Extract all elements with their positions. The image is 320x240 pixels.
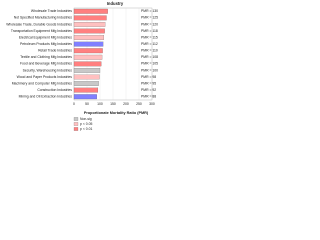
y-tick-label: Textile and Clothing Mfg Industries <box>20 55 72 59</box>
value-label: PMR = 120 <box>141 22 158 26</box>
x-tick-label: 0 <box>73 102 75 106</box>
x-axis-title: Proportionate Mortality Ratio (PMR) <box>84 111 149 115</box>
bar <box>73 81 99 86</box>
y-tick-label: Machinery and Computer Mfg Industries <box>12 81 73 85</box>
value-label: PMR = 125 <box>141 16 158 20</box>
x-tick-label: 50 <box>85 102 89 106</box>
value-label: PMR = 110 <box>141 49 158 53</box>
bar <box>73 8 108 14</box>
bar <box>73 68 101 73</box>
legend-swatch <box>73 122 79 126</box>
y-tick-label: Petroleum Products Mfg Industries <box>20 42 72 46</box>
value-label: PMR = 95 <box>141 81 156 85</box>
bar <box>73 15 107 21</box>
y-tick-label: Transportation Equipment Mfg Industries <box>11 29 72 33</box>
value-label: PMR = 112 <box>141 42 158 46</box>
y-tick-label: Construction Industries <box>37 88 72 92</box>
y-tick-label: Retail Trade Industries <box>38 49 72 53</box>
chart-title: Industry <box>107 1 124 6</box>
bar <box>73 48 103 54</box>
bar <box>73 41 104 47</box>
y-tick-label: Electrical Equipment Mfg Industries <box>19 35 72 39</box>
value-label: PMR = 105 <box>141 62 158 66</box>
y-tick-label: Not Specified Manufacturing Industries <box>14 16 73 20</box>
y-tick-label: Security, Warehousing Industries <box>23 68 73 72</box>
bar <box>73 28 105 34</box>
value-label: PMR = 98 <box>141 75 156 79</box>
y-tick-label: Food and Beverage Mfg Industries <box>20 62 72 66</box>
value-label: PMR = 92 <box>141 88 156 92</box>
y-tick-label: Wholesale Trade Industries <box>31 9 72 13</box>
value-label: PMR = 108 <box>141 55 158 59</box>
x-tick-label: 150 <box>110 102 116 106</box>
bar <box>73 54 103 60</box>
x-tick-label: 250 <box>136 102 142 106</box>
bar <box>73 61 102 67</box>
bar <box>73 74 100 80</box>
y-tick-label: Mining and Oil Extraction Industries <box>19 95 73 99</box>
x-tick-label: 200 <box>123 102 129 106</box>
value-label: PMR = 100 <box>141 68 158 72</box>
legend-label: Non-sig <box>80 117 92 121</box>
legend-label: p < 0.05 <box>80 122 92 126</box>
value-label: PMR = 130 <box>141 9 158 13</box>
legend-swatch <box>73 117 79 121</box>
x-tick-label: 100 <box>97 102 103 106</box>
value-label: PMR = 118 <box>141 29 158 33</box>
bar <box>73 22 106 27</box>
x-tick-label: 300 <box>149 102 155 106</box>
value-label: PMR = 88 <box>141 95 156 99</box>
y-tick-label: Wood and Paper Products Industries <box>17 75 73 79</box>
legend-swatch <box>73 127 79 131</box>
bar <box>73 94 97 100</box>
chart: Industry Proportionate Mortality Ratio (… <box>6 1 158 131</box>
y-tick-label: Wholesale Trade, Durable Goods Industrie… <box>6 22 72 26</box>
bar <box>73 87 99 93</box>
bar <box>73 35 104 40</box>
value-label: PMR = 115 <box>141 35 158 39</box>
legend-label: p < 0.01 <box>80 127 92 131</box>
